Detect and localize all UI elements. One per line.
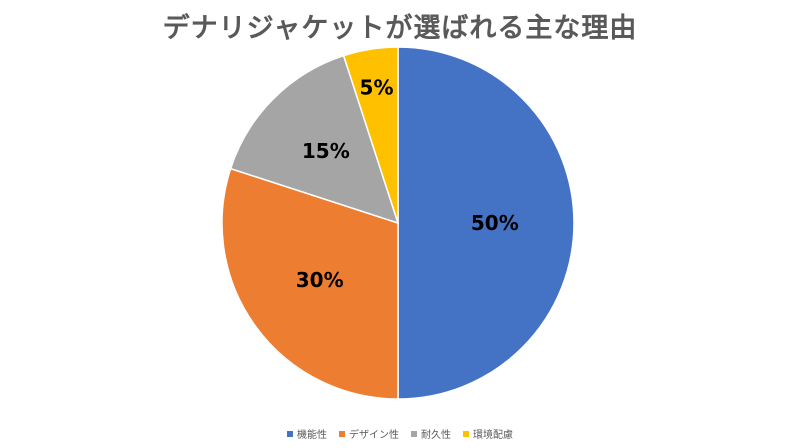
data-label-functionality: 50% [471,211,519,235]
pie-slice-design [221,167,399,400]
legend-swatch-durability [411,430,417,437]
data-label-eco: 5% [360,75,394,99]
legend-item-eco: 環境配慮 [463,426,513,441]
legend-swatch-eco [463,430,469,437]
legend-swatch-functionality [287,430,293,437]
legend-label-design: デザイン性 [349,430,399,441]
pie-slice-functionality [397,46,575,400]
legend-label-durability: 耐久性 [421,430,451,441]
legend: 機能性 デザイン性 耐久性 環境配慮 [0,426,800,441]
legend-label-functionality: 機能性 [297,430,327,441]
chart-title: デナリジャケットが選ばれる主な理由 [162,13,638,44]
pie-slice-eco [342,46,399,224]
data-label-durability: 15% [302,139,350,163]
data-label-design: 30% [296,268,344,292]
legend-label-eco: 環境配慮 [473,430,513,441]
pie-slice-durability [229,54,400,225]
legend-item-durability: 耐久性 [411,426,451,441]
legend-item-design: デザイン性 [339,426,399,441]
legend-swatch-design [339,430,345,437]
legend-item-functionality: 機能性 [287,426,327,441]
